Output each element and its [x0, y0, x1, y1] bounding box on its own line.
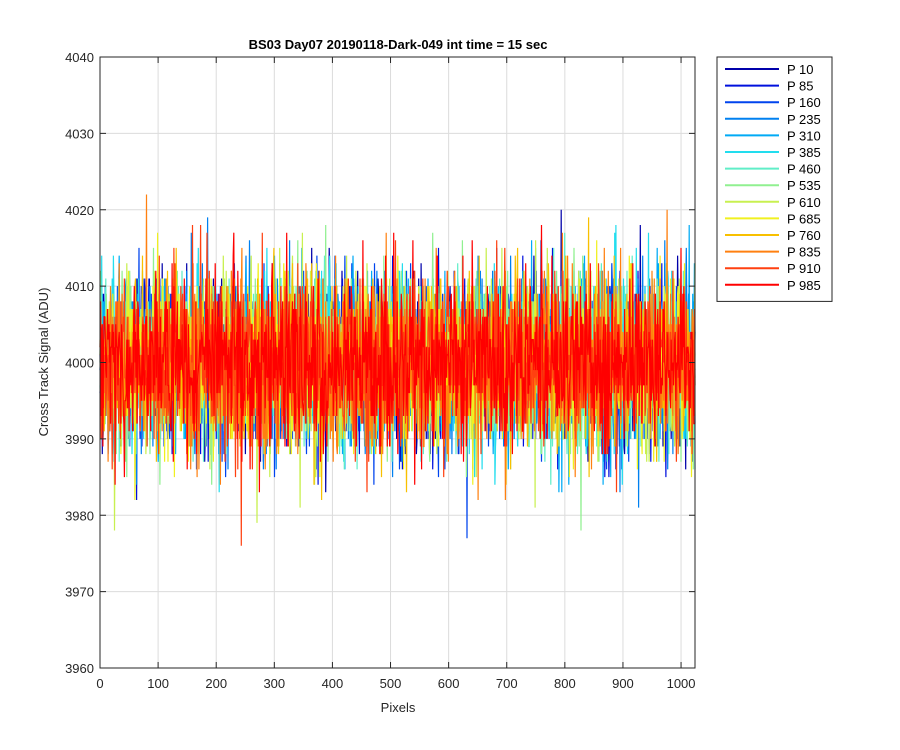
- y-tick-label: 4040: [65, 50, 94, 65]
- legend-label: P 835: [787, 245, 821, 260]
- series-line: [99, 224, 695, 493]
- x-tick-label: 900: [612, 676, 634, 691]
- x-tick-label: 700: [496, 676, 518, 691]
- legend-label: P 685: [787, 211, 821, 226]
- legend-label: P 460: [787, 162, 821, 177]
- x-tick-label: 500: [380, 676, 402, 691]
- x-tick-label: 400: [322, 676, 344, 691]
- legend-box: [716, 56, 833, 302]
- x-axis-label: Pixels: [381, 700, 416, 715]
- plot-area: [99, 194, 696, 546]
- legend-label: P 85: [787, 79, 814, 94]
- y-tick-label: 4010: [65, 279, 94, 294]
- legend-label: P 235: [787, 112, 821, 127]
- y-tick-label: 4020: [65, 203, 94, 218]
- legend-label: P 910: [787, 261, 821, 276]
- legend-label: P 310: [787, 128, 821, 143]
- x-tick-label: 600: [438, 676, 460, 691]
- y-tick-label: 4000: [65, 356, 94, 371]
- y-tick-label: 3990: [65, 432, 94, 447]
- x-tick-label: 800: [554, 676, 576, 691]
- y-tick-label: 4030: [65, 126, 94, 141]
- legend-label: P 10: [787, 62, 814, 77]
- y-axis-label: Cross Track Signal (ADU): [36, 288, 51, 437]
- y-tick-label: 3980: [65, 508, 94, 523]
- legend-label: P 385: [787, 145, 821, 160]
- x-tick-label: 0: [96, 676, 103, 691]
- chart-title: BS03 Day07 20190118-Dark-049 int time = …: [249, 37, 548, 52]
- y-tick-label: 3970: [65, 585, 94, 600]
- legend-label: P 985: [787, 278, 821, 293]
- legend-label: P 535: [787, 178, 821, 193]
- legend-label: P 760: [787, 228, 821, 243]
- x-tick-label: 200: [205, 676, 227, 691]
- y-tick-label: 3960: [65, 661, 94, 676]
- x-tick-label: 1000: [667, 676, 696, 691]
- legend-label: P 160: [787, 95, 821, 110]
- legend-label: P 610: [787, 195, 821, 210]
- x-tick-label: 300: [263, 676, 285, 691]
- axis-ticks: 0 100 200 300 400 500 600 700 800 900 1000 3960 3970…: [65, 50, 695, 691]
- x-tick-label: 100: [147, 676, 169, 691]
